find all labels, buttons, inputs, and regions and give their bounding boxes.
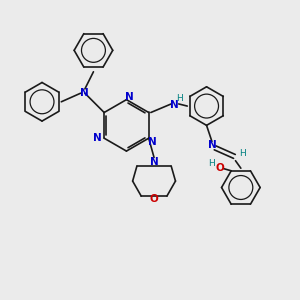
Text: O: O xyxy=(150,194,158,204)
Text: O: O xyxy=(215,163,224,172)
Text: N: N xyxy=(208,140,216,150)
Text: N: N xyxy=(125,92,134,103)
Text: N: N xyxy=(170,100,179,110)
Text: N: N xyxy=(150,157,158,167)
Text: N: N xyxy=(80,88,89,98)
Text: H: H xyxy=(208,159,215,168)
Text: H: H xyxy=(176,94,183,103)
Text: N: N xyxy=(93,133,102,143)
Text: N: N xyxy=(148,137,156,148)
Text: H: H xyxy=(240,149,246,158)
